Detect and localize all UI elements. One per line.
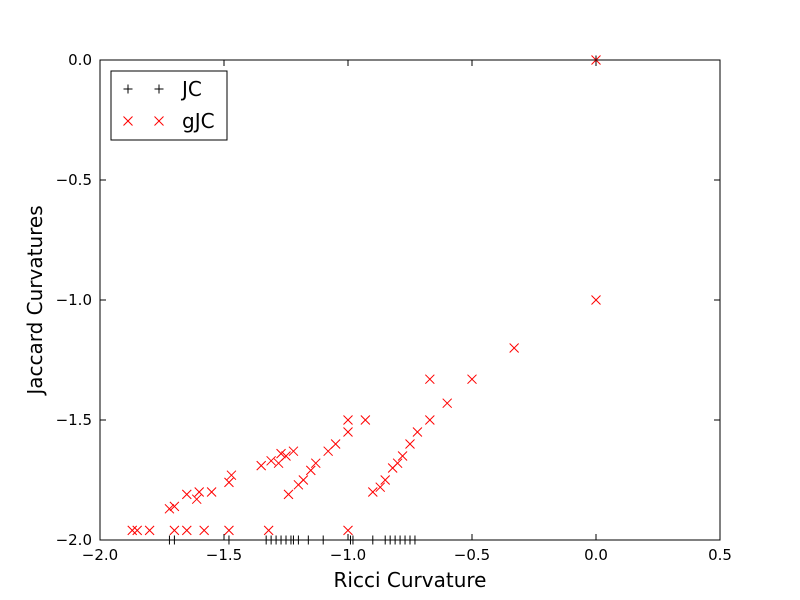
data-point-gjc [323, 446, 334, 457]
data-point-gjc [273, 458, 284, 469]
data-point-gjc [181, 489, 192, 500]
data-point-gjc [343, 427, 353, 437]
data-point-gjc [380, 475, 391, 485]
legend-marker-jc [154, 84, 164, 94]
data-point-gjc [467, 374, 477, 385]
data-point-gjc [169, 501, 180, 512]
y-tick-label: −0.5 [56, 171, 92, 189]
x-tick-label: −2.0 [82, 546, 118, 564]
x-tick-label: −1.5 [206, 546, 242, 564]
data-point-gjc [199, 525, 210, 536]
data-point-gjc [375, 482, 386, 493]
data-point-gjc [305, 465, 316, 476]
x-axis-label: Ricci Curvature [334, 568, 487, 592]
y-axis-label: Jaccard Curvatures [23, 205, 47, 396]
data-point-gjc [343, 525, 353, 536]
data-point-gjc [132, 525, 143, 536]
data-point-gjc [127, 525, 138, 536]
y-tick-label: −1.5 [56, 411, 92, 429]
data-point-gjc [343, 415, 353, 425]
data-point-gjc [263, 525, 274, 536]
y-tick-label: −1.0 [56, 291, 92, 309]
legend-label-gjc: gJC [182, 109, 215, 133]
data-point-gjc [360, 415, 371, 425]
data-point-gjc [442, 398, 453, 409]
data-point-gjc [293, 479, 304, 490]
data-point-gjc [206, 487, 217, 497]
data-point-gjc [509, 343, 520, 353]
legend-box [110, 70, 228, 141]
x-tick-labels: −2.0 −1.5 −1.0 −0.5 0.0 0.5 [82, 546, 732, 564]
legend-marker-gjc [123, 116, 133, 126]
data-point-gjc [276, 448, 286, 459]
data-point-gjc [144, 525, 155, 536]
y-tick-label: 0.0 [68, 51, 92, 69]
x-tick-label: −0.5 [454, 546, 490, 564]
data-point-gjc [288, 446, 299, 457]
data-point-gjc [283, 489, 294, 500]
data-point-gjc [412, 427, 423, 437]
data-point-gjc [405, 439, 415, 449]
series-gjc [127, 55, 601, 536]
x-tick-label: 0.0 [584, 546, 608, 564]
data-point-gjc [367, 487, 378, 497]
y-tick-label: −2.0 [56, 531, 92, 549]
plot-frame [99, 59, 721, 541]
data-point-gjc [224, 525, 234, 536]
data-point-gjc [194, 487, 205, 497]
legend-marker-gjc [154, 116, 164, 126]
data-point-gjc [591, 295, 601, 305]
legend: JC gJC [110, 70, 228, 141]
legend-label-jc: JC [180, 77, 202, 101]
data-point-gjc [181, 525, 192, 536]
data-point-gjc [191, 494, 202, 505]
data-point-gjc [226, 470, 237, 481]
data-series [127, 55, 601, 545]
data-point-gjc [164, 503, 175, 514]
data-point-gjc [387, 463, 398, 473]
data-point-gjc [424, 374, 435, 385]
data-point-gjc [424, 415, 435, 425]
x-tick-label: 0.5 [708, 546, 732, 564]
data-point-gjc [256, 460, 267, 471]
data-point-gjc [266, 455, 276, 466]
data-point-gjc [397, 451, 408, 461]
legend-marker-jc [123, 84, 133, 94]
y-tick-labels: 0.0 −0.5 −1.0 −1.5 −2.0 [56, 51, 92, 549]
data-point-gjc [224, 477, 234, 488]
data-point-gjc [310, 458, 321, 469]
x-tick-label: −1.0 [330, 546, 366, 564]
data-point-gjc [169, 525, 180, 536]
